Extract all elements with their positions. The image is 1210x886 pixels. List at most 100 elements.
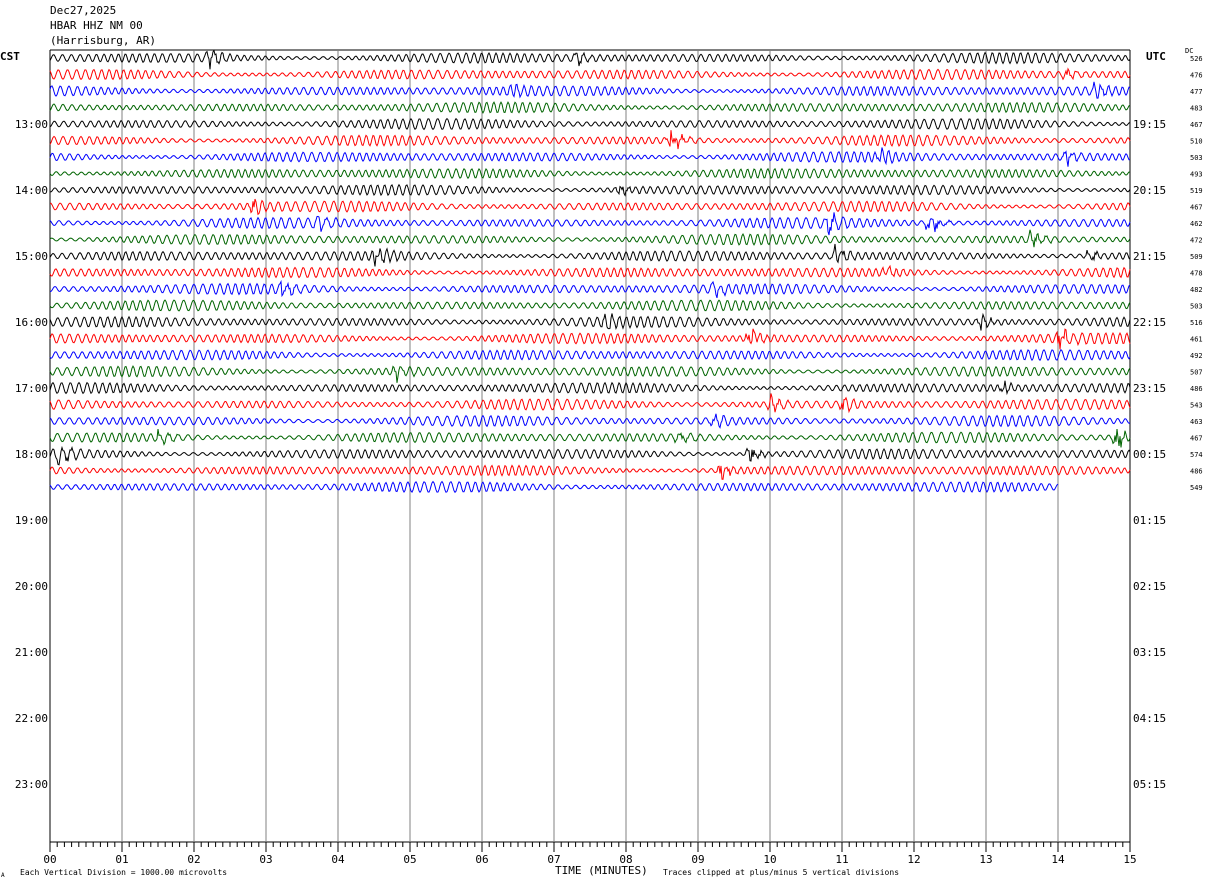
utc-hour-label: 20:15 <box>1133 184 1166 197</box>
seismic-trace <box>49 380 1131 396</box>
seismic-trace <box>49 299 1131 312</box>
utc-hour-label: 23:15 <box>1133 382 1166 395</box>
x-tick-label: 15 <box>1123 853 1136 866</box>
cst-hour-label: 18:00 <box>15 448 48 461</box>
dc-offset-label: 492 <box>1190 352 1203 360</box>
dc-offset-label: 543 <box>1190 402 1203 410</box>
seismic-trace <box>49 67 1131 81</box>
label-layer: 13:00 14:00 15:00 16:00 17:00 18:00 19:00 20:00… <box>15 55 1203 791</box>
dc-offset-label: 477 <box>1190 88 1203 96</box>
seismic-trace <box>49 49 1131 70</box>
utc-hour-label: 00:15 <box>1133 448 1166 461</box>
seismic-trace <box>49 147 1130 167</box>
dc-offset-label: 503 <box>1190 303 1203 311</box>
seismic-trace <box>49 480 1059 494</box>
cst-hour-label: 23:00 <box>15 778 48 791</box>
cst-hour-label: 20:00 <box>15 580 48 593</box>
seismic-trace <box>49 229 1131 248</box>
utc-hour-label: 01:15 <box>1133 514 1166 527</box>
x-tick-label: 09 <box>691 853 704 866</box>
x-tick-label: 04 <box>331 853 345 866</box>
clip-note: Traces clipped at plus/minus 5 vertical … <box>663 868 900 877</box>
cst-hour-label: 16:00 <box>15 316 48 329</box>
seismic-trace <box>49 243 1131 267</box>
seismic-trace <box>49 413 1131 429</box>
seismic-trace <box>49 81 1131 99</box>
dc-axis-title: DC <box>1185 47 1194 55</box>
tick-layer: 00 01 02 03 04 05 06 07 08 09 10 11 12 13 14 15 <box>43 842 1137 866</box>
seismic-trace <box>49 264 1131 279</box>
dc-offset-label: 549 <box>1190 484 1203 492</box>
cst-hour-label: 21:00 <box>15 646 48 659</box>
x-tick-label: 06 <box>475 853 488 866</box>
dc-offset-label: 526 <box>1190 55 1203 63</box>
dc-offset-label: 467 <box>1190 121 1203 129</box>
seismic-trace <box>50 183 1131 197</box>
x-tick-label: 07 <box>547 853 560 866</box>
header-station: HBAR HHZ NM 00 <box>50 19 143 32</box>
cst-axis-title: CST <box>0 50 20 63</box>
dc-offset-label: 467 <box>1190 204 1203 212</box>
dc-offset-label: 493 <box>1190 171 1203 179</box>
utc-axis-title: UTC <box>1146 50 1166 63</box>
x-tick-label: 02 <box>187 853 200 866</box>
seismic-trace <box>49 393 1131 414</box>
x-tick-label: 03 <box>259 853 272 866</box>
dc-offset-label: 482 <box>1190 286 1203 294</box>
dc-offset-label: 510 <box>1190 138 1203 146</box>
dc-offset-label: 516 <box>1190 319 1203 327</box>
x-axis-title: TIME (MINUTES) <box>555 864 648 877</box>
dc-offset-label: 574 <box>1190 451 1203 459</box>
x-tick-label: 08 <box>619 853 632 866</box>
seismic-trace <box>50 198 1131 216</box>
seismic-trace <box>49 117 1131 131</box>
utc-hour-label: 21:15 <box>1133 250 1166 263</box>
dc-offset-label: 486 <box>1190 385 1203 393</box>
scale-note: Each Vertical Division = 1000.00 microvo… <box>20 868 228 877</box>
seismic-trace <box>49 429 1131 448</box>
cst-hour-label: 19:00 <box>15 514 48 527</box>
header-date: Dec27,2025 <box>50 4 117 17</box>
utc-hour-label: 03:15 <box>1133 646 1166 659</box>
cst-hour-label: 14:00 <box>15 184 48 197</box>
utc-hour-label: 02:15 <box>1133 580 1166 593</box>
cst-hour-label: 15:00 <box>15 250 48 263</box>
seismic-trace <box>49 279 1131 299</box>
seismic-trace <box>49 130 1131 150</box>
dc-offset-label: 461 <box>1190 336 1203 344</box>
dc-offset-label: 503 <box>1190 154 1203 162</box>
dc-offset-label: 467 <box>1190 435 1203 443</box>
seismic-trace <box>49 167 1131 180</box>
cst-hour-label: 17:00 <box>15 382 48 395</box>
dc-offset-label: 507 <box>1190 369 1203 377</box>
dc-offset-label: 486 <box>1190 468 1203 476</box>
dc-offset-label: 463 <box>1190 418 1203 426</box>
seismic-trace <box>49 365 1131 383</box>
utc-hour-label: 19:15 <box>1133 118 1166 131</box>
dc-offset-label: 472 <box>1190 237 1203 245</box>
header-location: (Harrisburg, AR) <box>50 34 156 47</box>
grid-layer <box>49 49 1131 843</box>
x-tick-label: 00 <box>43 853 56 866</box>
x-tick-label: 01 <box>115 853 128 866</box>
seismic-trace <box>49 464 1131 480</box>
x-tick-label: 05 <box>403 853 416 866</box>
trace-layer <box>49 49 1131 494</box>
seismic-trace <box>49 348 1131 362</box>
seismic-trace <box>49 101 1131 114</box>
dc-offset-label: 478 <box>1190 270 1203 278</box>
seismic-trace <box>49 212 1131 236</box>
utc-hour-label: 04:15 <box>1133 712 1166 725</box>
dc-offset-label: 483 <box>1190 105 1203 113</box>
seismic-trace <box>49 445 1131 466</box>
utc-hour-label: 05:15 <box>1133 778 1166 791</box>
dc-offset-label: 519 <box>1190 187 1203 195</box>
x-tick-label: 12 <box>907 853 920 866</box>
x-tick-label: 13 <box>979 853 992 866</box>
seismic-trace <box>49 312 1131 331</box>
dc-offset-label: 462 <box>1190 220 1203 228</box>
dc-offset-label: 509 <box>1190 253 1203 261</box>
cst-hour-label: 22:00 <box>15 712 48 725</box>
dc-offset-label: 476 <box>1190 72 1203 80</box>
